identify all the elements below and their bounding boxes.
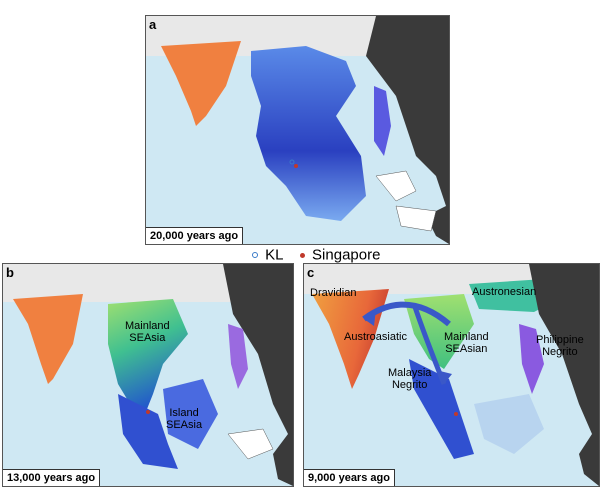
map-b-graphic (3, 264, 293, 486)
island (395, 205, 437, 232)
malaysia-region (409, 359, 474, 459)
east-asia-land (223, 264, 293, 486)
map-panel-a: a 20,000 years ago (145, 15, 450, 245)
philippines-region (228, 324, 248, 389)
singapore-legend-label: Singapore (312, 246, 381, 264)
mainland-sea-region (108, 299, 188, 419)
mainland-seasian-region (404, 294, 474, 369)
sunda-region (251, 46, 366, 221)
map-panel-b: b Mainland SEAsia Island SEAsia 13,000 y… (2, 263, 294, 487)
region-label-mainland-seasian: Mainland SEAsian (444, 331, 489, 355)
region-label-dravidian: Dravidian (310, 287, 357, 299)
panel-label: b (6, 265, 14, 280)
panel-label: a (149, 17, 157, 32)
sumatra-java-region (118, 394, 178, 469)
borneo-region (474, 394, 544, 454)
philippines-region (519, 324, 544, 394)
arrow-head (364, 309, 376, 326)
age-label: 13,000 years ago (3, 469, 101, 486)
legend: KL Singapore (252, 246, 380, 264)
singapore-marker (294, 164, 298, 168)
kl-marker (289, 159, 295, 165)
singapore-marker (454, 412, 458, 416)
island-sea-region (163, 379, 218, 449)
arrow-head (436, 370, 452, 384)
map-panel-c: c Dravidian Austronesian Austroasiatic M… (303, 263, 600, 487)
region-label-philippine-negrito: Philippine Negrito (536, 334, 584, 358)
india-region (161, 41, 241, 126)
east-asia-land (529, 264, 599, 486)
map-a-graphic (146, 16, 449, 244)
age-label: 9,000 years ago (304, 469, 395, 486)
island (227, 428, 274, 460)
region-label-mainland-seasia: Mainland SEAsia (125, 320, 170, 344)
island (375, 170, 417, 202)
philippines-region (374, 86, 391, 156)
region-label-austronesian: Austronesian (472, 286, 537, 298)
region-label-austroasiatic: Austroasiatic (344, 331, 407, 343)
kl-legend-label: KL (265, 246, 284, 264)
region-label-malaysia-negrito: Malaysia Negrito (388, 367, 432, 391)
age-label: 20,000 years ago (146, 227, 244, 244)
singapore-legend-marker (299, 252, 305, 258)
east-asia-land (366, 16, 449, 244)
map-c-graphic (304, 264, 599, 486)
region-label-island-seasia: Island SEAsia (166, 407, 203, 431)
kl-legend-marker (252, 252, 258, 259)
panel-label: c (307, 265, 315, 280)
singapore-marker (146, 410, 150, 414)
india-region (13, 294, 83, 384)
